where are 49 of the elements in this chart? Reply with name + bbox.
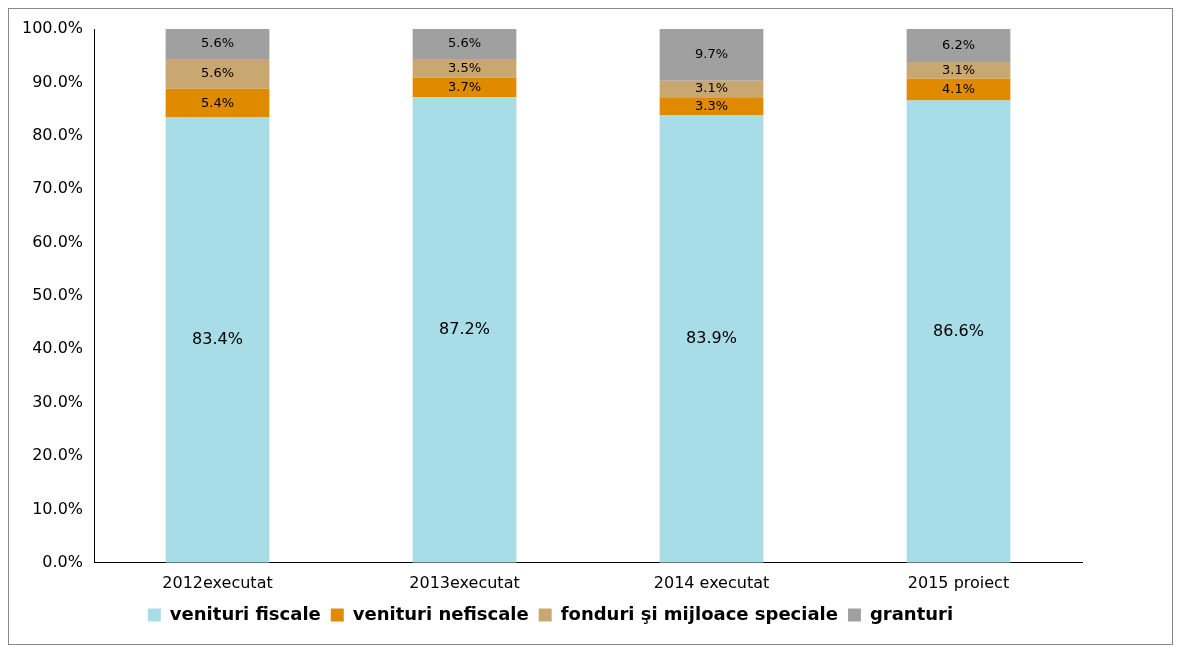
- y-tick-label: 40.0%: [32, 338, 84, 358]
- bar: [906, 62, 1011, 79]
- y-tick-label: 70.0%: [32, 178, 84, 198]
- data-label: 86.6%: [933, 320, 984, 340]
- bar: [412, 29, 517, 59]
- data-label: 3.7%: [447, 78, 482, 94]
- bar: [659, 114, 764, 563]
- data-label: 3.1%: [694, 80, 729, 96]
- data-label: 5.4%: [200, 94, 235, 110]
- x-tick-label: 2014 executat: [653, 572, 770, 592]
- bar: [412, 58, 517, 78]
- data-label: 87.2%: [439, 319, 490, 339]
- data-label: 5.6%: [200, 35, 235, 51]
- bar: [412, 97, 517, 563]
- y-tick-label: 0.0%: [42, 551, 84, 571]
- y-tick-label: 10.0%: [32, 498, 84, 518]
- bar: [659, 97, 764, 115]
- bar: [165, 58, 270, 89]
- x-tick-label: 2015 proiect: [907, 572, 1010, 592]
- data-label: 3.3%: [694, 97, 729, 113]
- data-label: 83.9%: [686, 328, 737, 348]
- legend-label: venituri nefiscale: [352, 602, 529, 624]
- y-tick-label: 80.0%: [32, 124, 84, 144]
- legend-label: venituri fiscale: [169, 602, 321, 624]
- x-tick-label: 2012executat: [162, 572, 273, 592]
- x-tick-label: 2013executat: [409, 572, 520, 592]
- y-tick-label: 90.0%: [32, 71, 84, 91]
- bar: [659, 29, 764, 81]
- bar: [906, 29, 1011, 63]
- data-label: 5.6%: [200, 65, 235, 81]
- y-tick-label: 60.0%: [32, 231, 84, 251]
- y-tick-label: 20.0%: [32, 445, 84, 465]
- bar: [165, 88, 270, 118]
- legend-label: granturi: [869, 602, 954, 624]
- bar: [906, 78, 1011, 101]
- data-label: 83.4%: [192, 329, 243, 349]
- data-label: 9.7%: [694, 46, 729, 62]
- bar: [906, 100, 1011, 563]
- data-label: 3.1%: [941, 61, 976, 77]
- bar: [165, 29, 270, 59]
- y-tick-label: 30.0%: [32, 391, 84, 411]
- bar: [165, 117, 270, 563]
- data-label: 5.6%: [447, 35, 482, 51]
- data-label: 3.5%: [447, 59, 482, 75]
- data-label: 6.2%: [941, 36, 976, 52]
- y-tick-label: 50.0%: [32, 285, 84, 305]
- y-tick-label: 100.0%: [21, 18, 84, 38]
- legend-label: fonduri şi mijloace speciale: [560, 602, 838, 624]
- data-label: 4.1%: [941, 80, 976, 96]
